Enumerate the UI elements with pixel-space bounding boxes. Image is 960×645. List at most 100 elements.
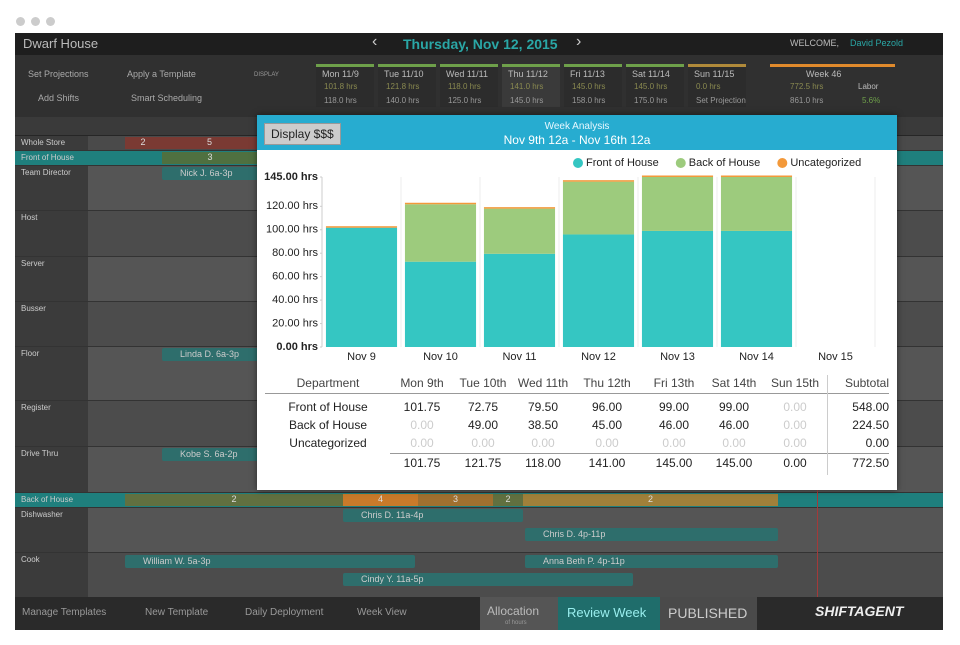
day-label: Tue 11/10	[384, 69, 424, 79]
day-label: Thu 11/12	[508, 69, 548, 79]
day-bar	[378, 64, 436, 67]
day-box[interactable]	[502, 67, 560, 107]
shift[interactable]: Anna Beth P. 4p-11p	[525, 555, 778, 568]
bar-segment	[641, 177, 714, 231]
day-scheduled: 121.8 hrs	[386, 82, 420, 91]
bar-segment	[404, 261, 477, 347]
toolbar-button[interactable]: Set Projections	[28, 69, 89, 79]
day-box[interactable]	[440, 67, 498, 107]
display-label: DISPLAY	[254, 72, 279, 78]
table-cell: Sun 15th	[770, 376, 820, 390]
table-cell: 72.75	[467, 400, 499, 414]
row-label: Team Director	[21, 168, 71, 177]
row-label: Back of House	[21, 495, 74, 504]
table-cell: 96.00	[591, 400, 623, 414]
toolbar-button[interactable]: Add Shifts	[38, 93, 80, 103]
day-bar	[316, 64, 374, 67]
row-label-cell	[15, 211, 88, 256]
table-cell: 0.00	[662, 436, 686, 450]
day-box[interactable]	[564, 67, 622, 107]
row-label: Whole Store	[21, 138, 66, 147]
footer-link[interactable]: Daily Deployment	[245, 607, 324, 618]
date: Thursday, Nov 12, 2015	[403, 36, 558, 52]
shift-label: Nick J. 6a-3p	[180, 168, 233, 178]
bar-segment	[325, 227, 398, 347]
day-projected: 158.0 hrs	[572, 96, 606, 105]
count: 2	[125, 494, 343, 506]
allocation-sub: of hours	[505, 620, 527, 626]
table-cell: Back of House	[288, 418, 368, 432]
day-projected: Set Projection	[696, 96, 746, 105]
x-tick-label: Nov 10	[423, 351, 458, 363]
shift[interactable]: Chris D. 4p-11p	[525, 528, 778, 541]
table-cell: 0.00	[410, 418, 434, 432]
shift[interactable]: Kobe S. 6a-2p	[162, 448, 260, 461]
shift[interactable]: Nick J. 6a-3p	[162, 167, 260, 180]
y-tick-label: 120.00 hrs	[266, 200, 318, 212]
day-box[interactable]	[316, 67, 374, 107]
modal-header	[257, 115, 897, 150]
shift-label: William W. 5a-3p	[143, 556, 211, 566]
table-cell: 46.00	[658, 418, 690, 432]
day-scheduled: 101.8 hrs	[324, 82, 358, 91]
table-cell: 224.50	[852, 418, 889, 432]
week-scheduled: 772.5 hrs	[790, 82, 824, 91]
next-day[interactable]: ›	[576, 33, 582, 50]
row-label: Host	[21, 213, 38, 222]
shift[interactable]: William W. 5a-3p	[125, 555, 415, 568]
day-scheduled: 0.0 hrs	[696, 82, 721, 91]
table-cell: Fri 13th	[653, 376, 695, 390]
day-bar	[688, 64, 746, 67]
table-cell: 46.00	[718, 418, 750, 432]
shift[interactable]: Cindy Y. 11a-5p	[343, 573, 633, 586]
modal-range: Nov 9th 12a - Nov 16th 12a	[503, 133, 651, 147]
footer-link[interactable]: Manage Templates	[22, 607, 107, 618]
review-tab[interactable]	[558, 597, 660, 630]
count: 3	[418, 494, 493, 506]
footer-link[interactable]: New Template	[145, 607, 209, 618]
shift-label: Linda D. 6a-3p	[180, 349, 240, 359]
day-box[interactable]	[626, 67, 684, 107]
shift-label: Chris D. 11a-4p	[361, 510, 424, 520]
table-cell: Uncategorized	[289, 436, 367, 450]
x-tick-label: Nov 14	[739, 351, 774, 363]
legend-swatch	[675, 158, 686, 168]
day-box[interactable]	[378, 67, 436, 107]
allocation-tab[interactable]	[480, 597, 558, 630]
row-label-cell	[15, 166, 88, 210]
day-bar	[502, 64, 560, 67]
toolbar-button[interactable]: Apply a Template	[127, 69, 196, 79]
table-cell: 118.00	[525, 456, 561, 470]
shift[interactable]: Chris D. 11a-4p	[343, 509, 523, 522]
total-rule	[390, 453, 889, 454]
row-label: Cook	[21, 555, 40, 564]
table-cell: Mon 9th	[400, 376, 444, 390]
count: 2	[493, 494, 523, 506]
header-rule	[265, 393, 889, 394]
review: Review Week	[567, 605, 647, 620]
table-cell: 141.00	[588, 456, 626, 470]
row-label: Dishwasher	[21, 510, 63, 519]
table-cell: 49.00	[467, 418, 499, 432]
row-label-cell	[15, 401, 88, 446]
allocation: Allocation	[487, 604, 540, 618]
bar-segment	[562, 180, 635, 182]
y-tick-label: 60.00 hrs	[272, 271, 318, 283]
labor: 5.6%	[862, 96, 881, 105]
footer-link[interactable]: Week View	[357, 607, 407, 618]
day-label: Wed 11/11	[446, 69, 489, 79]
day-scheduled: 145.0 hrs	[572, 82, 606, 91]
y-tick-label: 100.00 hrs	[266, 224, 318, 236]
prev-day[interactable]: ‹	[372, 33, 378, 50]
table-cell: 772.50	[852, 456, 889, 470]
row-label-cell	[15, 151, 88, 165]
published-tab[interactable]	[660, 597, 757, 630]
row-label-cell	[15, 493, 88, 507]
shift[interactable]: Linda D. 6a-3p	[162, 348, 260, 361]
toolbar-button[interactable]: Smart Scheduling	[131, 93, 203, 103]
day-box[interactable]	[688, 67, 746, 107]
day-scheduled: 118.0 hrs	[448, 82, 481, 91]
display-button[interactable]: Display $$$	[264, 123, 341, 145]
day-label: Sun 11/15	[694, 69, 735, 79]
